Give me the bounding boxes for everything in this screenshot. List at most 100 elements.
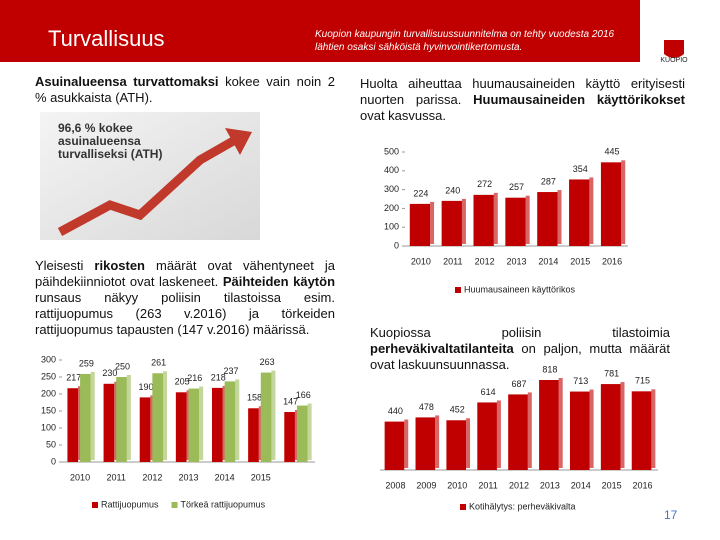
logo-text: KUOPIO xyxy=(660,57,688,64)
bar-side xyxy=(404,419,409,468)
x-tick-label: 2015 xyxy=(251,472,271,482)
logo-shield xyxy=(664,40,684,58)
bar-side xyxy=(493,192,498,244)
value-label: 781 xyxy=(604,368,619,378)
x-tick-label: 2010 xyxy=(447,480,467,490)
paragraph: Yleisesti rikosten määrät ovat vähentyne… xyxy=(35,258,335,338)
x-tick-label: 2014 xyxy=(571,480,591,490)
x-tick-label: 2013 xyxy=(506,256,526,266)
image-caption: 96,6 % kokee asuinalueensa turvalliseksi… xyxy=(58,122,163,161)
value-label: 263 xyxy=(260,357,275,367)
y-tick-label: 200 xyxy=(384,203,399,213)
x-tick-label: 2009 xyxy=(416,480,436,490)
value-label: 445 xyxy=(605,147,620,157)
arrow-head xyxy=(225,128,252,155)
legend-swatch xyxy=(455,287,461,293)
text-run: rikosten xyxy=(94,258,145,273)
bar xyxy=(152,373,164,462)
y-tick-label: 250 xyxy=(41,371,56,381)
bar xyxy=(569,391,590,470)
y-tick-label: 200 xyxy=(41,388,56,398)
value-label: 614 xyxy=(481,387,496,397)
y-tick-label: 300 xyxy=(384,184,399,194)
bar xyxy=(284,412,295,462)
bar-side xyxy=(163,371,168,460)
legend-swatch xyxy=(92,502,98,508)
x-tick-label: 2016 xyxy=(633,480,653,490)
bar xyxy=(224,381,236,462)
value-label: 217 xyxy=(66,373,81,383)
value-label: 687 xyxy=(511,379,526,389)
bar-side xyxy=(621,160,626,244)
y-tick-label: 100 xyxy=(384,222,399,232)
bar xyxy=(67,388,79,462)
text-run: perheväkivaltatilanteita xyxy=(370,341,514,356)
bar-side xyxy=(307,403,312,460)
bar xyxy=(537,192,558,246)
x-tick-label: 2012 xyxy=(509,480,529,490)
value-label: 478 xyxy=(419,402,434,412)
bar xyxy=(103,383,115,462)
value-label: 818 xyxy=(542,364,557,374)
value-label: 713 xyxy=(573,376,588,386)
value-label: 190 xyxy=(139,382,154,392)
header-banner xyxy=(0,0,640,62)
paragraph: Huolta aiheuttaa huumausaineiden käyttö … xyxy=(360,76,685,124)
bar xyxy=(188,388,200,462)
bar xyxy=(384,421,405,470)
y-tick-label: 50 xyxy=(46,439,56,449)
value-label: 158 xyxy=(247,393,262,403)
text-run: Yleisesti xyxy=(35,258,95,273)
bar-side xyxy=(527,392,532,468)
bar xyxy=(139,397,151,462)
x-tick-label: 2010 xyxy=(70,472,90,482)
value-label: 218 xyxy=(211,372,226,382)
value-label: 287 xyxy=(541,176,556,186)
bar xyxy=(441,200,462,246)
bar xyxy=(211,387,223,462)
bar xyxy=(508,394,528,470)
bar xyxy=(505,197,526,246)
x-tick-label: 2016 xyxy=(602,256,622,266)
x-tick-label: 2010 xyxy=(411,256,431,266)
value-label: 230 xyxy=(102,368,117,378)
bar xyxy=(260,372,272,462)
bar-side xyxy=(271,370,276,460)
y-tick-label: 0 xyxy=(394,240,399,250)
bar xyxy=(631,391,652,470)
text-run: ovat kasvussa. xyxy=(360,108,446,123)
bar xyxy=(600,384,621,470)
paragraph: Asuinalueensa turvattomaksi kokee vain n… xyxy=(35,74,335,106)
bar-side xyxy=(557,190,562,244)
text-run: Huolta aiheuttaa huumausaineiden käyttö … xyxy=(360,76,685,107)
bar-side xyxy=(525,195,530,244)
text-run: on paljon, mutta määrät ovat laskuunsuun… xyxy=(370,341,670,372)
bar-side xyxy=(620,382,625,468)
bar-side xyxy=(430,201,435,244)
legend-swatch xyxy=(171,502,178,508)
bar-side xyxy=(461,198,466,244)
y-tick-label: 400 xyxy=(384,165,399,175)
value-label: 452 xyxy=(450,405,465,415)
x-tick-label: 2015 xyxy=(570,256,590,266)
bar-side xyxy=(199,386,204,460)
value-label: 257 xyxy=(509,182,524,192)
bar xyxy=(415,417,436,470)
image-text: 96,6 % kokee asuinalueensa turvalliseksi… xyxy=(58,122,163,161)
x-tick-label: 2011 xyxy=(478,480,497,490)
bar xyxy=(477,402,497,470)
bar-side xyxy=(589,177,594,244)
value-label: 261 xyxy=(151,358,166,368)
bar-side xyxy=(90,371,95,460)
value-label: 147 xyxy=(283,396,298,406)
arrow xyxy=(57,136,238,236)
x-tick-label: 2008 xyxy=(385,480,405,490)
x-tick-label: 2013 xyxy=(540,480,560,490)
value-label: 272 xyxy=(477,179,492,189)
text-run: Huumausaineiden käyttörikokset xyxy=(473,92,685,107)
text-run: runsaus näkyy poliisin tilastoissa esim.… xyxy=(35,290,335,337)
value-label: 216 xyxy=(187,373,202,383)
value-label: 250 xyxy=(115,361,130,371)
